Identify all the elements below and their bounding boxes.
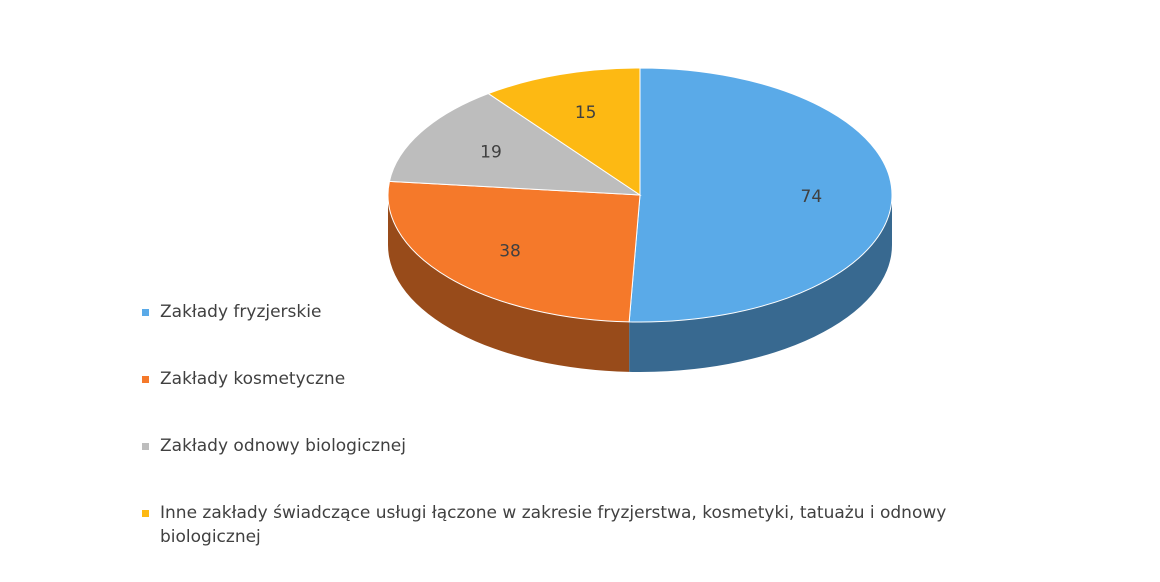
data-label: 19 (480, 142, 502, 162)
legend: Zakłady fryzjerskie Zakłady kosmetyczne Za… (140, 300, 1040, 582)
data-label: 74 (801, 187, 823, 207)
legend-item: Inne zakłady świadczące usługi łączone w… (140, 501, 1040, 549)
legend-label: Zakłady odnowy biologicznej (160, 436, 406, 456)
legend-swatch (142, 376, 149, 383)
pie-slice (628, 67, 893, 323)
data-label: 38 (499, 241, 521, 261)
legend-label: Zakłady kosmetyczne (160, 369, 346, 389)
data-label: 15 (575, 103, 597, 123)
pie-side (388, 195, 630, 372)
legend-item: Zakłady odnowy biologicznej (140, 434, 1040, 458)
legend-swatch (142, 510, 149, 517)
pie-slice (387, 180, 641, 323)
legend-swatch (142, 443, 149, 450)
pie-sides (388, 195, 893, 372)
legend-label: Inne zakłady świadczące usługi łączone w… (160, 503, 947, 547)
legend-swatch (142, 309, 149, 316)
pie-side (629, 195, 893, 372)
legend-item: Zakłady fryzjerskie (140, 300, 1040, 324)
legend-item: Zakłady kosmetyczne (140, 367, 1040, 391)
pie-slice (487, 67, 641, 196)
legend-label: Zakłady fryzjerskie (160, 302, 322, 322)
pie-slice (388, 92, 642, 196)
